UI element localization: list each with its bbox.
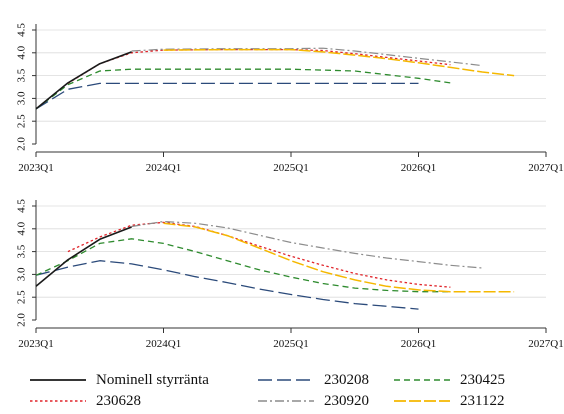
chart-panel-bottom: 2.0 2.5 3.0 3.5 4.0 4.5 2023Q1 2024Q1 2025Q1 2026… <box>16 199 564 350</box>
series-line-230920 <box>131 220 483 269</box>
x-tick-label: 2024Q1 <box>146 162 181 174</box>
legend-label-nominell: Nominell styrränta <box>96 371 209 388</box>
legend-swatch-230920 <box>258 400 314 402</box>
legend: Nominell styrränta 230208 230425 230628 … <box>28 366 548 412</box>
y-tick-label: 4.0 <box>16 45 28 59</box>
y-tick-label: 4.0 <box>16 221 28 235</box>
legend-item-231122: 231122 <box>392 391 504 411</box>
legend-label-231122: 231122 <box>460 392 505 409</box>
y-tick-label: 2.5 <box>16 290 28 304</box>
legend-item-nominell: Nominell styrränta <box>28 370 209 390</box>
series-line-nominell <box>35 51 132 110</box>
series-line-230425 <box>35 68 451 110</box>
y-tick-label: 3.0 <box>16 91 28 105</box>
y-tick-label: 3.5 <box>16 244 28 258</box>
y-tick-label: 3.0 <box>16 267 28 281</box>
legend-item-230208: 230208 <box>256 370 369 390</box>
x-tick-label: 2025Q1 <box>273 338 308 350</box>
y-tick-label: 4.5 <box>16 199 28 213</box>
series-line-230208 <box>35 82 419 110</box>
legend-item-230628: 230628 <box>28 391 141 411</box>
legend-item-230920: 230920 <box>256 391 369 411</box>
y-tick-label: 3.5 <box>16 68 28 82</box>
x-tick-label: 2024Q1 <box>146 338 181 350</box>
legend-swatch-231122 <box>394 400 450 402</box>
x-tick-label: 2025Q1 <box>273 162 308 174</box>
y-tick-label: 2.5 <box>16 114 28 128</box>
series-line-231122 <box>163 48 515 77</box>
series-line-230628 <box>67 221 451 288</box>
chart-panel-top: 2.0 2.5 3.0 3.5 4.0 4.5 2023Q1 2024Q1 2025Q1 2026… <box>16 23 564 174</box>
x-tick-label: 2027Q1 <box>528 162 563 174</box>
x-tick-label: 2023Q1 <box>18 338 53 350</box>
y-tick-label: 2.0 <box>16 137 28 151</box>
y-tick-label: 4.5 <box>16 23 28 37</box>
legend-label-230425: 230425 <box>460 371 505 388</box>
y-tick-label: 2.0 <box>16 313 28 327</box>
legend-label-230628: 230628 <box>96 392 141 409</box>
legend-swatch-230628 <box>30 400 86 402</box>
series-line-230920 <box>131 47 483 67</box>
series-line-230208 <box>35 260 419 310</box>
legend-swatch-nominell <box>30 379 86 381</box>
series-line-230425 <box>35 238 451 293</box>
legend-label-230920: 230920 <box>324 392 369 409</box>
legend-label-230208: 230208 <box>324 371 369 388</box>
legend-swatch-230208 <box>258 379 314 381</box>
legend-item-230425: 230425 <box>392 370 505 390</box>
legend-swatch-230425 <box>394 379 450 381</box>
x-tick-label: 2026Q1 <box>401 162 436 174</box>
series-line-nominell <box>35 226 132 287</box>
figure: 2.0 2.5 3.0 3.5 4.0 4.5 2023Q1 2024Q1 2025Q1 2026… <box>16 23 564 350</box>
series-line-231122 <box>163 222 515 293</box>
x-tick-label: 2023Q1 <box>18 162 53 174</box>
x-tick-label: 2026Q1 <box>401 338 436 350</box>
x-tick-label: 2027Q1 <box>528 338 563 350</box>
